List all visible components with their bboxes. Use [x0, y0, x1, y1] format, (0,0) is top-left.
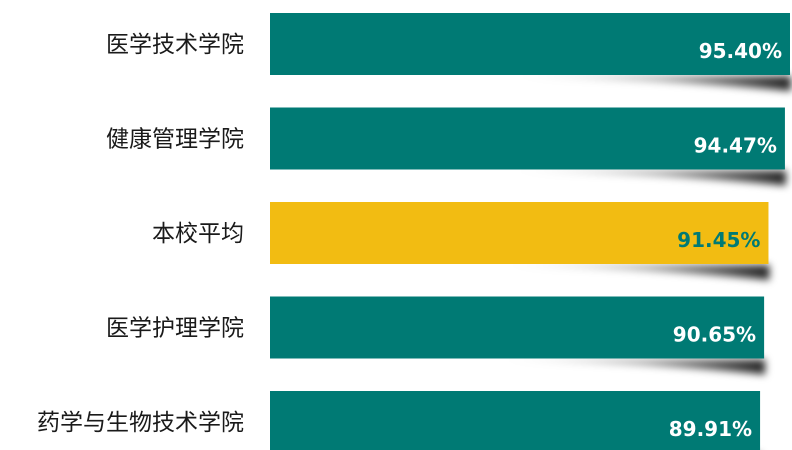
bar: [270, 391, 761, 450]
bar-shadow: [504, 76, 791, 91]
bar-shadow: [501, 170, 786, 186]
value-label: 89.91%: [669, 417, 752, 441]
value-label: 95.40%: [699, 39, 782, 63]
category-label: 药学与生物技术学院: [37, 410, 244, 436]
value-label: 94.47%: [694, 134, 777, 158]
value-label: 90.65%: [673, 323, 756, 347]
bar-shadow: [492, 359, 766, 375]
bar-shadow: [494, 265, 770, 280]
value-label: 91.45%: [677, 228, 760, 252]
category-label: 医学护理学院: [106, 316, 244, 342]
category-label: 医学技术学院: [106, 32, 244, 58]
bars-layer: 医学技术学院 95.40% 健康管理学院 94.47% 本校平均 91.45% 医学护理学院…: [37, 13, 791, 450]
category-label: 本校平均: [152, 221, 244, 247]
bar: [270, 13, 790, 75]
bar: [270, 296, 765, 359]
category-label: 健康管理学院: [106, 127, 244, 153]
bar-average: [270, 202, 769, 264]
bar: [270, 107, 785, 170]
